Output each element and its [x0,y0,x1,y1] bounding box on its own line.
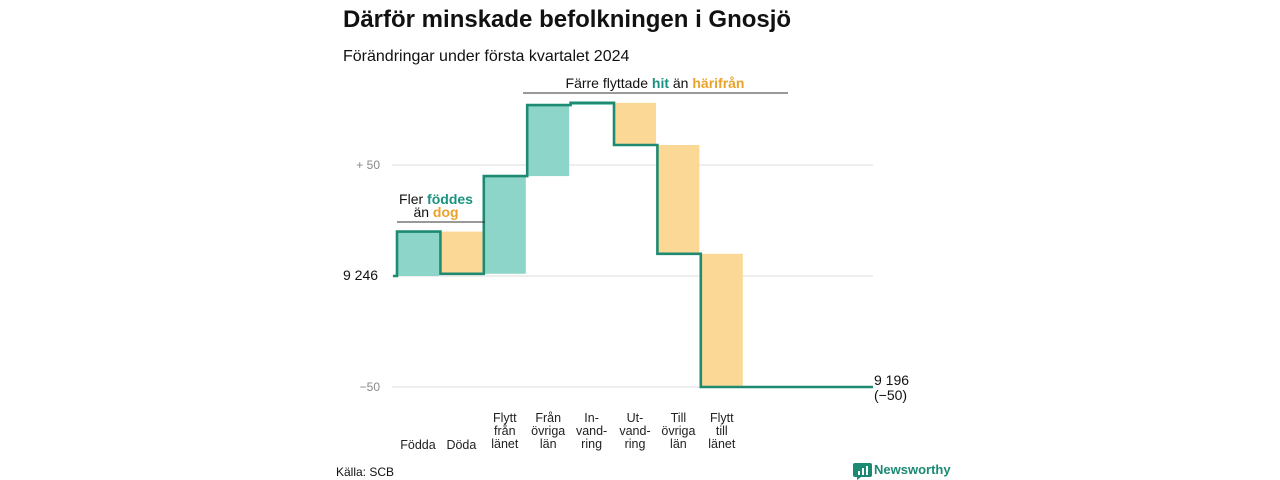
end-value-label: 9 196 [874,372,909,388]
bar-decrease [700,253,743,387]
y-tick-label: + 50 [356,158,380,172]
category-label: Flytt [710,411,734,425]
category-label: Flytt [493,411,517,425]
annotation-segment: än [413,204,432,220]
source-label: Källa: SCB [336,465,394,479]
category-label: ring [625,437,646,451]
newsworthy-icon [853,463,872,480]
category-label: vand- [619,424,650,438]
annotation-segment: än [669,75,692,91]
annotation-segment: dog [433,204,459,220]
category-label: Födda [400,438,435,452]
category-label: Döda [446,438,476,452]
bar-decrease [440,231,483,274]
annotation-segment: härifrån [692,75,744,91]
bars [397,102,743,387]
newsworthy-logo: Newsworthy [853,462,951,480]
category-label: till [716,424,728,438]
category-label: från [494,424,516,438]
chart-subtitle: Förändringar under första kvartalet 2024 [343,48,629,65]
waterfall-line [393,101,873,389]
annotation-text: än dog [413,204,458,220]
annotation-text: Fler föddes [399,191,473,207]
category-label: övriga [531,424,565,438]
category-label: länet [491,437,519,451]
category-label: län [540,437,557,451]
category-label: län [670,437,687,451]
brand-name: Newsworthy [874,462,951,477]
category-label: övriga [661,424,695,438]
start-value-label: 9 246 [343,267,378,283]
chart-title: Därför minskade befolkningen i Gnosjö [343,6,791,33]
end-change-label: (−50) [874,387,907,403]
bar-decrease [657,145,700,254]
annotation-segment: hit [652,75,669,91]
category-label: ring [581,437,602,451]
category-labels: Födda DödaFlyttfrånlänetFrånövrigalänIn-v… [400,411,736,452]
annotation-text: Färre flyttade hit än härifrån [566,75,745,91]
annotation-segment: Färre flyttade [566,75,652,91]
category-label: länet [708,437,736,451]
bar-decrease [614,102,656,146]
bar-increase [483,176,526,274]
running-total-line [393,101,873,389]
annotation-segment: Fler [399,191,427,207]
bar-increase [397,231,439,276]
annotation-segment: föddes [427,191,473,207]
bar-increase [527,105,570,177]
y-axis-ticks: + 50 −50 [356,158,380,394]
y-tick-label: −50 [360,380,381,394]
category-label: vand- [576,424,607,438]
category-label: Från [535,411,561,425]
category-label: In- [584,411,599,425]
category-label: Till [671,411,687,425]
category-label: Ut- [627,411,644,425]
